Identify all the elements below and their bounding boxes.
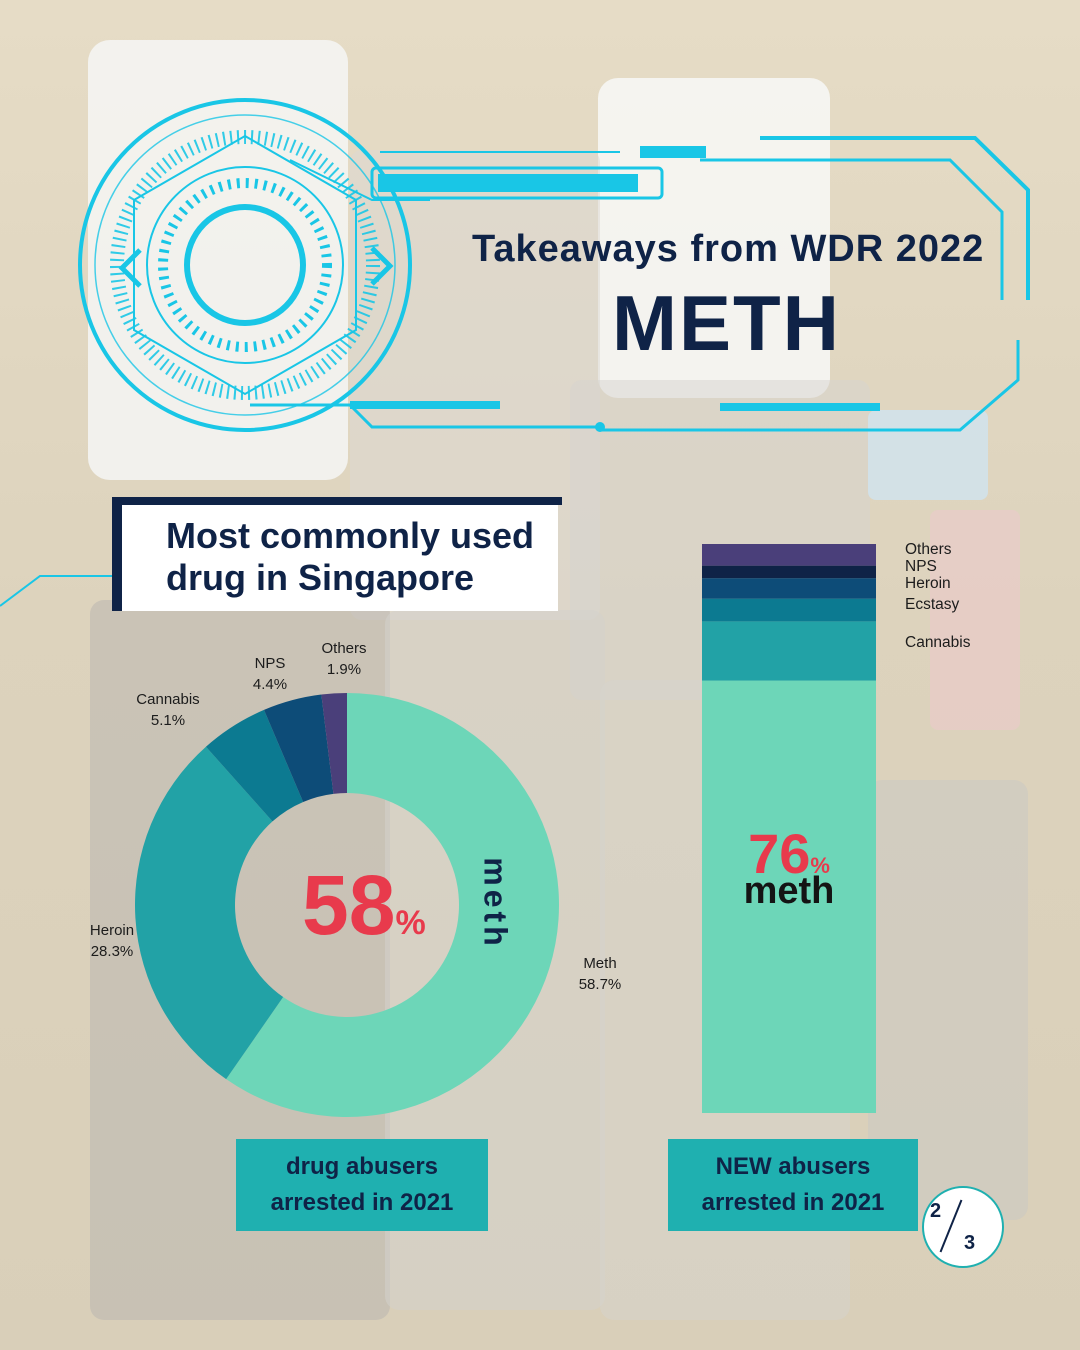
slice-label-meth: Meth 58.7% (560, 953, 640, 995)
slice-name-heroin: Heroin (89, 922, 135, 939)
donut-center-unit: % (395, 904, 426, 942)
donut-center-number: 58 (302, 858, 396, 952)
bar-caption-line2: arrested in 2021 (701, 1189, 885, 1216)
slice-label-heroin: Heroin 28.3% (72, 920, 152, 962)
donut-slice-nps (263, 694, 334, 802)
page-total: 3 (964, 1232, 976, 1254)
donut-caption-line1: drug abusers (285, 1153, 439, 1180)
page-indicator (922, 1186, 1004, 1268)
donut-center-value: 58% (302, 863, 426, 947)
bar-label-others: Others (905, 541, 952, 558)
bar-segment-meth (702, 680, 876, 1113)
subtitle-box: Most commonly used drug in Singapore (112, 497, 562, 611)
bar-segment-cannabis (702, 621, 876, 681)
bar-segment-nps (702, 565, 876, 579)
slice-value-others: 1.9% (326, 661, 362, 678)
donut-slice-heroin (135, 746, 284, 1080)
donut-slice-meth (226, 693, 560, 1117)
donut-slice-others (321, 693, 347, 794)
slice-name-cannabis: Cannabis (136, 691, 200, 708)
bar-label-cannabis: Cannabis (905, 634, 971, 651)
slice-value-heroin: 28.3% (90, 943, 134, 960)
bar-highlight-value: 76% (702, 826, 876, 882)
bar-caption-line1: NEW abusers (715, 1153, 871, 1180)
slice-label-others: Others 1.9% (304, 638, 384, 680)
subtitle-line2: drug in Singapore (166, 557, 475, 598)
donut-slice-cannabis (205, 709, 304, 822)
bar-segment-ecstasy (702, 598, 876, 622)
slice-value-meth: 58.7% (578, 976, 622, 993)
bar-segment-others (702, 544, 876, 566)
bar-label-heroin: Heroin (905, 575, 951, 592)
bar-label-ecstasy: Ecstasy (905, 596, 960, 613)
page-current: 2 (930, 1200, 942, 1222)
slice-value-cannabis: 5.1% (150, 712, 186, 729)
subtitle-text: Most commonly used drug in Singapore (166, 515, 556, 599)
slice-label-cannabis: Cannabis 5.1% (128, 689, 208, 731)
bar-highlight-word: meth (743, 870, 835, 912)
donut-caption-line2: arrested in 2021 (270, 1189, 454, 1216)
slice-name-nps: NPS (254, 655, 286, 672)
bar-caption: NEW abusers arrested in 2021 (668, 1139, 918, 1231)
page-title-drug: METH (612, 279, 841, 367)
bar-label-nps: NPS (905, 558, 937, 575)
subtitle-line1: Most commonly used (166, 515, 535, 556)
slice-label-nps: NPS 4.4% (230, 653, 310, 695)
page-title: Takeaways from WDR 2022 (472, 228, 985, 270)
slice-value-nps: 4.4% (252, 676, 288, 693)
slice-name-meth: Meth (583, 955, 617, 972)
bar-highlight-unit: % (810, 853, 830, 878)
bar-segment-heroin (702, 578, 876, 599)
slice-name-others: Others (321, 640, 367, 657)
subtitle-accent-bar (122, 497, 562, 505)
bar-highlight-number: 76 (748, 822, 811, 885)
donut-caption: drug abusers arrested in 2021 (236, 1139, 488, 1231)
